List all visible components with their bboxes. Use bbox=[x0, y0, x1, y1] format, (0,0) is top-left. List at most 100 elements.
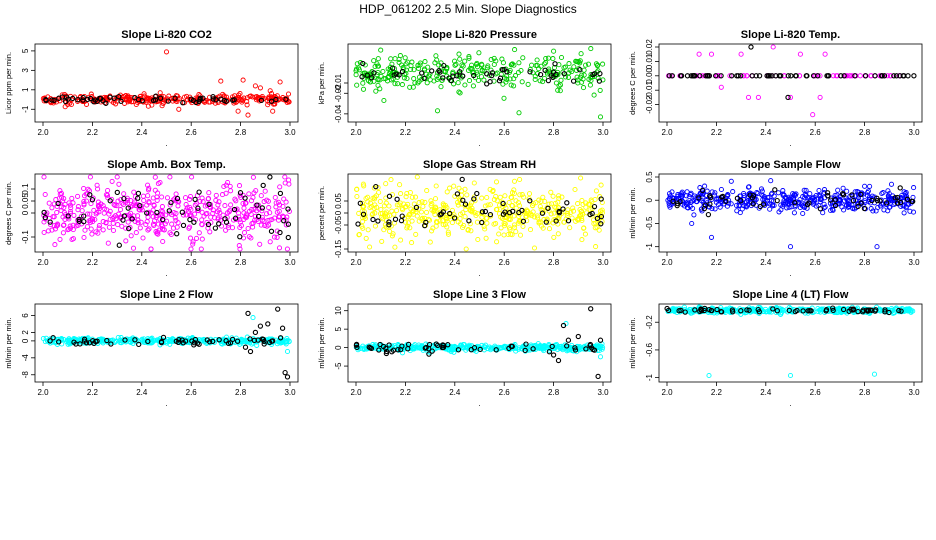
data-point-reference bbox=[543, 219, 549, 225]
data-point-reference bbox=[366, 344, 372, 350]
data-point-primary bbox=[509, 61, 515, 67]
data-point-reference bbox=[825, 73, 831, 79]
data-point-reference bbox=[565, 218, 572, 224]
data-point-primary bbox=[363, 235, 369, 241]
x-axis-label: . bbox=[789, 399, 791, 408]
data-point-reference bbox=[76, 216, 82, 223]
x-tick-label: 2.6 bbox=[186, 128, 198, 137]
data-point-reference bbox=[191, 219, 197, 225]
chart-title: Slope Line 2 Flow bbox=[120, 289, 213, 301]
data-point-primary bbox=[419, 199, 425, 205]
data-point-primary bbox=[598, 208, 604, 214]
data-point-primary bbox=[50, 214, 56, 220]
data-point-primary bbox=[264, 197, 270, 203]
data-point-reference bbox=[909, 198, 915, 205]
data-point-primary bbox=[282, 174, 288, 180]
data-point-primary bbox=[571, 64, 577, 70]
data-point-primary bbox=[246, 191, 252, 197]
data-point-primary bbox=[837, 198, 843, 204]
data-point-primary bbox=[551, 48, 557, 54]
data-point-primary bbox=[83, 198, 89, 204]
data-point-reference bbox=[738, 198, 744, 204]
data-point-primary bbox=[184, 93, 190, 99]
data-point-reference bbox=[497, 75, 504, 81]
data-point-reference bbox=[804, 201, 811, 208]
data-point-reference bbox=[422, 222, 428, 229]
data-point-primary bbox=[535, 341, 541, 347]
data-point-reference bbox=[817, 206, 824, 212]
data-point-primary bbox=[575, 80, 581, 86]
data-point-reference bbox=[792, 308, 798, 315]
data-point-primary bbox=[429, 228, 435, 234]
y-tick-label: 0.5 bbox=[645, 171, 654, 183]
data-point-reference bbox=[392, 216, 399, 222]
data-point-primary bbox=[395, 81, 401, 87]
data-point-reference bbox=[360, 211, 367, 217]
data-point-primary bbox=[892, 200, 898, 206]
data-point-primary bbox=[886, 204, 892, 210]
data-point-primary bbox=[353, 72, 359, 78]
chart-title: Slope Line 4 (LT) Flow bbox=[733, 289, 849, 301]
x-tick-label: 3.0 bbox=[284, 388, 296, 397]
data-point-primary bbox=[402, 55, 408, 61]
x-tick-label: 2.2 bbox=[87, 388, 99, 397]
data-point-reference bbox=[900, 73, 906, 79]
x-tick-label: 3.0 bbox=[597, 128, 609, 137]
data-point-reference bbox=[570, 78, 577, 84]
y-axis-label: percent per min. bbox=[317, 186, 326, 240]
data-point-reference bbox=[359, 74, 365, 80]
data-point-reference bbox=[897, 73, 903, 79]
data-point-primary bbox=[383, 181, 389, 187]
data-point-reference bbox=[120, 217, 126, 223]
data-point-primary bbox=[778, 207, 784, 213]
data-point-primary bbox=[132, 199, 138, 205]
data-point-reference bbox=[898, 308, 904, 314]
data-point-reference bbox=[858, 200, 864, 206]
data-point-primary bbox=[145, 103, 151, 109]
data-point-primary bbox=[588, 46, 594, 52]
data-point-primary bbox=[388, 177, 394, 183]
data-point-reference bbox=[594, 215, 601, 222]
data-point-primary bbox=[280, 97, 287, 103]
data-point-primary bbox=[529, 62, 535, 68]
data-point-reference bbox=[353, 342, 360, 348]
data-point-reference bbox=[360, 60, 366, 67]
data-point-primary bbox=[888, 73, 894, 79]
data-point-primary bbox=[283, 199, 289, 205]
data-point-reference bbox=[830, 307, 836, 314]
data-point-primary bbox=[536, 220, 542, 226]
data-point-reference bbox=[73, 341, 79, 347]
data-point-primary bbox=[516, 60, 522, 66]
data-point-reference bbox=[840, 306, 847, 313]
data-point-primary bbox=[728, 201, 734, 207]
data-point-primary bbox=[797, 197, 803, 203]
data-point-primary bbox=[715, 73, 721, 79]
data-point-primary bbox=[556, 195, 562, 201]
data-point-primary bbox=[241, 205, 247, 211]
data-point-primary bbox=[817, 73, 823, 79]
data-point-primary bbox=[66, 338, 72, 344]
data-point-reference bbox=[894, 200, 901, 206]
data-point-reference bbox=[690, 73, 696, 79]
data-point-reference bbox=[894, 194, 901, 201]
data-point-reference bbox=[376, 347, 382, 353]
data-point-primary bbox=[54, 223, 60, 229]
data-point-primary bbox=[780, 188, 786, 194]
data-point-primary bbox=[66, 216, 72, 222]
data-point-primary bbox=[532, 76, 538, 83]
data-point-primary bbox=[497, 194, 503, 200]
data-point-primary bbox=[550, 56, 556, 62]
data-point-reference bbox=[157, 95, 164, 101]
chart-panel-3: Slope Li-820 Temp. 2.0 2.2 2.4 2.6 2.8 3.0. -0.… bbox=[628, 29, 923, 148]
data-point-primary bbox=[557, 88, 563, 94]
data-point-primary bbox=[109, 178, 115, 184]
data-point-primary bbox=[540, 194, 546, 200]
data-point-reference bbox=[279, 325, 286, 331]
data-point-reference bbox=[669, 73, 675, 79]
data-point-reference bbox=[92, 97, 98, 103]
data-point-primary bbox=[67, 225, 74, 231]
y-tick-label: 1 bbox=[21, 87, 30, 92]
data-point-primary bbox=[475, 236, 481, 243]
data-point-primary bbox=[392, 56, 398, 62]
data-point-primary bbox=[455, 80, 461, 86]
